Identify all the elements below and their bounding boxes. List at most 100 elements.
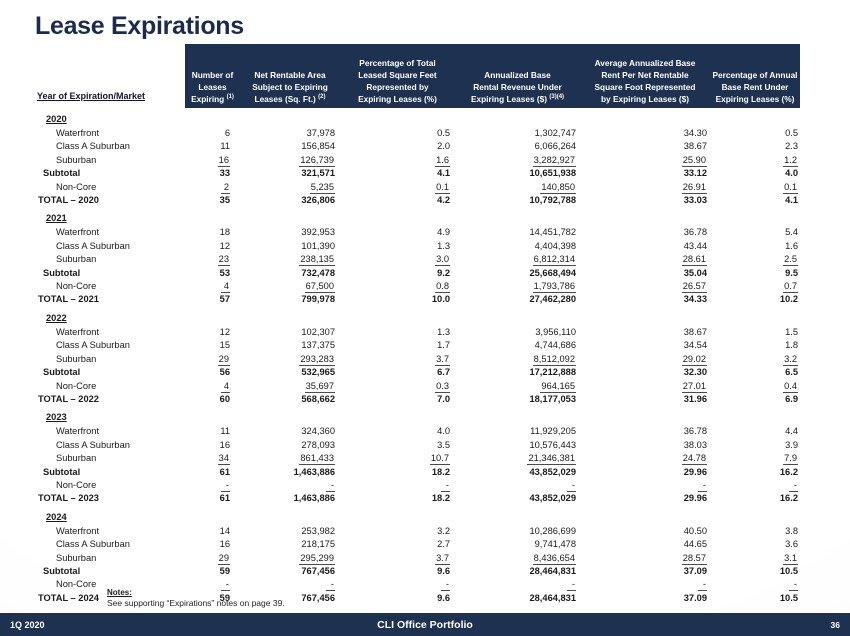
cell: 10,792,788 [529,195,576,206]
cell: 3.8 [785,525,798,536]
cell: 6,066,264 [534,141,576,152]
cell: 28,464,831 [529,565,576,576]
cell: 156,854 [301,141,335,152]
year-section-2022: 2022 [35,307,800,326]
table-row: Non-Core - - - - - - [35,479,800,492]
table-row: Class A Suburban 16 278,093 3.5 10,576,443 38… [35,439,800,452]
cell: 34 [217,453,230,466]
cell: 101,390 [301,240,335,251]
cell: 56 [219,367,230,378]
cell: 3.7 [435,353,450,366]
table-row: Non-Core 2 5,235 0.1 140,850 26.91 0.1 [35,181,800,194]
cell: 7.0 [437,393,450,404]
cell: - [185,578,240,592]
row-label: Waterfront [56,326,100,337]
cell: 18,177,053 [529,393,576,404]
row-label: Suburban [56,552,97,563]
footer-quarter-label: 1Q 2020 [10,619,45,630]
cell: 8,436,654 [532,552,576,565]
row-label: Non-Core [56,479,97,490]
table-row: Non-Core 4 67,500 0.8 1,793,786 26.57 0.7 [35,280,800,294]
cell: 5,235 [309,181,335,194]
table-row: Class A Suburban 11 156,854 2.0 6,066,264 38.… [35,140,800,153]
table-row: Subtotal 61 1,463,886 18.2 43,852,029 29.96 16… [35,466,800,479]
cell: 3.2 [437,525,450,536]
row-label: Class A Suburban [56,141,130,152]
table-row: Subtotal 56 532,965 6.7 17,212,888 32.30 6.5 [35,366,800,379]
row-label: Non-Core [56,579,97,590]
cell: 43,852,029 [529,493,576,504]
column-header-6: Average Annualized Base Rent Per Net Rent… [580,44,710,108]
row-label: Waterfront [56,525,100,536]
cell: - [340,479,455,492]
cell: - [710,578,800,592]
cell: 18.2 [431,493,450,504]
cell: 44.65 [683,539,707,550]
cell: 1,793,786 [532,281,576,294]
lease-expirations-table: Year of Expiration/Market Number of Leases… [35,44,800,605]
cell: 9.5 [785,267,798,278]
cell: 16 [219,539,230,550]
cell: 293,283 [299,353,335,366]
row-label: Subtotal [43,565,81,576]
table-row: Suburban 16 126,739 1.6 3,282,927 25.90 1.2 [35,154,800,167]
row-label: Waterfront [56,426,100,437]
cell: 60 [219,393,230,404]
cell: 1,302,747 [534,128,576,138]
row-label: Subtotal [43,267,81,278]
cell: 18 [219,227,230,238]
cell: 34.33 [683,294,707,305]
cell: 1.3 [437,240,450,251]
cell: 3.0 [435,254,450,267]
cell: 25,668,494 [529,267,576,278]
year-label-2023: 2023 [46,412,67,423]
year-label-2024: 2024 [46,511,67,522]
cell: 4,744,686 [534,340,576,351]
row-label: Non-Core [56,380,97,391]
cell: 26.57 [681,281,707,294]
cell: 6.7 [437,367,450,378]
cell: 31.96 [683,393,707,404]
cell: 37.09 [683,592,707,603]
cell: 3.6 [785,539,798,550]
cell: 61 [219,466,230,477]
column-header-5: Annualized Base Rental Revenue Under Expir… [455,44,580,108]
cell: 36.78 [683,426,707,437]
notes-label: Notes: [107,588,132,597]
row-label: TOTAL – 2024 [38,592,99,603]
year-section-2020: 2020 [35,108,800,127]
cell: 35.04 [683,267,707,278]
cell: 8,512,092 [532,353,576,366]
table-row: Class A Suburban 12 101,390 1.3 4,404,398 43.… [35,240,800,253]
table-row: Non-Core 4 35,697 0.3 964,165 27.01 0.4 [35,380,800,393]
cell: 3.1 [783,552,798,565]
cell: - [185,479,240,492]
row-label: TOTAL – 2022 [38,393,99,404]
cell: 2.5 [783,254,798,267]
cell: 27,462,280 [529,294,576,305]
cell: 767,456 [301,565,335,576]
cell: 11 [220,141,230,152]
table-row: Suburban 34 861,433 10.7 21,346,381 24.78 7.9 [35,452,800,466]
cell: 9,741,478 [534,539,576,550]
year-label-2021: 2021 [46,213,67,224]
cell: 12 [219,240,230,251]
cell: 732,478 [301,267,335,278]
table-row: Waterfront 18 392,953 4.9 14,451,782 36.78 5.4 [35,226,800,239]
table-header-row: Year of Expiration/Market Number of Leases… [35,44,800,108]
cell: 10.5 [779,565,798,576]
table-row: Class A Suburban 15 137,375 1.7 4,744,686 34.… [35,339,800,352]
cell: 38.67 [683,141,707,152]
cell: 2.0 [437,141,450,152]
row-label: Class A Suburban [56,240,130,251]
cell: 278,093 [301,439,335,450]
cell: 0.7 [783,281,798,294]
row-label: Waterfront [56,227,100,238]
cell: 1.3 [437,326,450,337]
cell: - [455,479,580,492]
cell: 4.1 [437,168,450,179]
table-row: TOTAL – 2020 35 326,806 4.2 10,792,788 33.03 4… [35,194,800,207]
year-section-2021: 2021 [35,207,800,226]
notes-section: Notes: See supporting “Expirations” note… [107,588,285,608]
